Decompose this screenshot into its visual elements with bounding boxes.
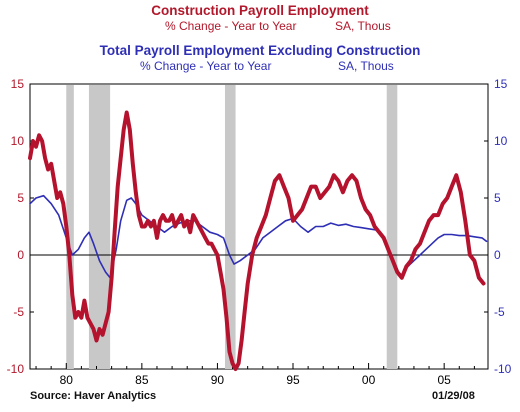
recession-band [66,85,74,369]
x-tick-label: 85 [135,373,149,387]
left-tick-label: 5 [17,191,24,205]
recession-bands [66,85,398,369]
recession-band [386,85,398,369]
source-note: Source: Haver Analytics [30,390,157,402]
left-tick-label: 0 [17,248,24,262]
chart-title-total-ex-construction: Total Payroll Employment Excluding Const… [99,43,421,58]
x-tick-label: 00 [362,373,376,387]
series-lines [28,110,488,371]
x-tick-label: 95 [286,373,300,387]
left-tick-label: 10 [11,134,25,148]
right-tick-label: -5 [494,305,505,319]
left-tick-label: -10 [7,362,25,376]
recession-band [224,85,236,369]
subtitle-total-units: SA, Thous [338,59,394,73]
left-tick-label: -5 [13,305,24,319]
x-tick-label: 05 [437,373,451,387]
chart-title-construction: Construction Payroll Employment [151,3,369,18]
date-stamp: 01/29/08 [432,390,475,402]
right-tick-label: 5 [494,191,501,205]
subtitle-construction-measure: % Change - Year to Year [165,19,297,33]
right-tick-label: 15 [494,77,508,91]
subtitle-construction-units: SA, Thous [335,19,391,33]
x-tick-label: 80 [60,373,74,387]
left-axis: 15 10 5 0 -5 -10 [7,77,34,376]
x-axis: 80 85 90 95 00 05 [35,363,475,387]
plot-frame [29,83,489,370]
subtitle-total-measure: % Change - Year to Year [140,59,272,73]
left-tick-label: 15 [11,77,25,91]
right-axis: 15 10 5 0 -5 -10 [484,77,512,376]
right-tick-label: 10 [494,134,508,148]
x-tick-label: 90 [211,373,225,387]
right-tick-label: -10 [494,362,512,376]
right-tick-label: 0 [494,248,501,262]
series-construction-line [28,110,486,371]
recession-band [88,85,111,369]
